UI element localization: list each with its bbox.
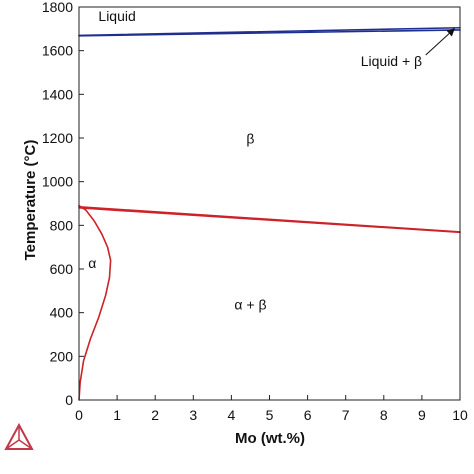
y-tick-label: 800 <box>50 217 74 233</box>
y-tick-label: 1800 <box>42 0 73 15</box>
y-axis-title: Temperature (°C) <box>22 140 39 261</box>
y-tick-label: 1000 <box>42 174 73 190</box>
x-tick-label: 9 <box>418 407 426 423</box>
x-tick-label: 2 <box>151 407 159 423</box>
y-tick-label: 0 <box>65 392 73 408</box>
region-label: Liquid + β <box>361 53 422 69</box>
x-tick-label: 4 <box>228 407 236 423</box>
x-tick-label: 8 <box>380 407 388 423</box>
y-tick-label: 1200 <box>42 130 73 146</box>
x-axis-title: Mo (wt.%) <box>235 430 305 447</box>
region-label: Liquid <box>98 8 135 24</box>
series-layer <box>78 26 461 401</box>
x-tick-label: 10 <box>452 407 468 423</box>
x-tick-label: 1 <box>113 407 121 423</box>
x-tick-label: 0 <box>75 407 83 423</box>
thermo-calc-logo-icon <box>4 422 34 450</box>
x-tick-label: 5 <box>266 407 274 423</box>
annotation-layer: Liquid Liquid + β β α α + β <box>88 8 456 312</box>
region-label: α <box>88 255 96 271</box>
region-label: β <box>246 130 254 146</box>
axes-layer: 0 1 2 3 4 5 6 7 8 9 10 0 200 400 600 800 1000 1200 1400 160… <box>42 0 468 423</box>
x-tick-label: 6 <box>304 407 312 423</box>
series-line-4 <box>78 204 112 401</box>
y-tick-label: 1400 <box>42 86 73 102</box>
y-tick-label: 600 <box>50 261 74 277</box>
y-tick-label: 200 <box>50 348 74 364</box>
series-line-3 <box>78 207 461 234</box>
liquid-beta-arrow <box>425 28 456 56</box>
y-tick-label: 1600 <box>42 43 73 59</box>
y-tick-label: 400 <box>50 305 74 321</box>
region-label: α + β <box>234 296 266 312</box>
series-line-1 <box>78 29 461 37</box>
x-tick-label: 7 <box>342 407 350 423</box>
x-tick-label: 3 <box>189 407 197 423</box>
